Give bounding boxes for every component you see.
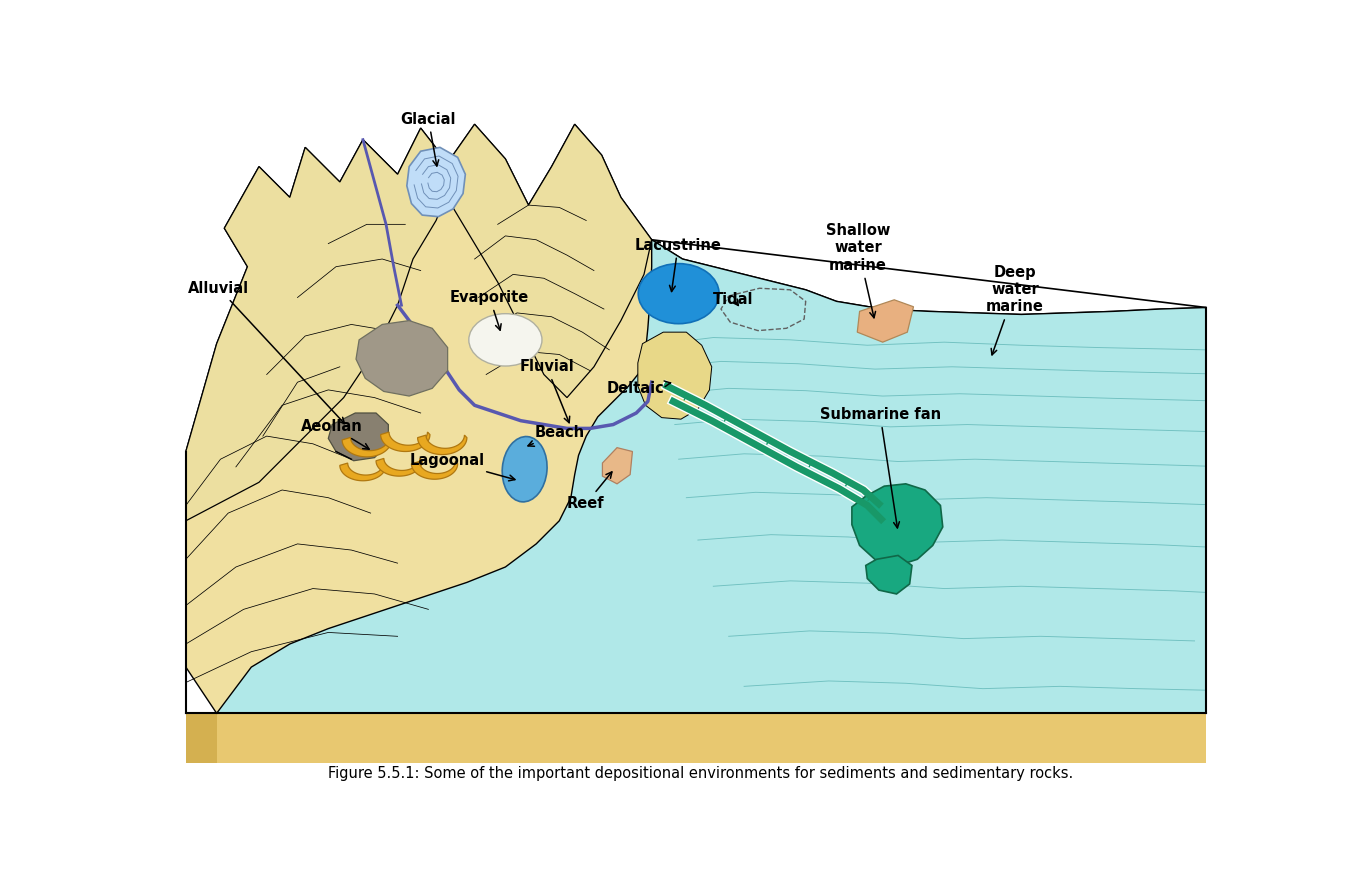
Polygon shape <box>417 435 468 455</box>
Text: Reef: Reef <box>567 472 612 511</box>
Polygon shape <box>852 484 943 565</box>
Polygon shape <box>865 556 912 594</box>
Text: Figure 5.5.1: Some of the important depositional environments for sediments and : Figure 5.5.1: Some of the important depo… <box>328 766 1073 780</box>
Polygon shape <box>407 147 465 217</box>
Polygon shape <box>447 124 652 397</box>
Polygon shape <box>380 432 431 452</box>
Text: Lacustrine: Lacustrine <box>634 238 722 291</box>
Polygon shape <box>186 128 451 521</box>
Text: Beach: Beach <box>528 424 585 446</box>
Polygon shape <box>186 124 1206 713</box>
Polygon shape <box>638 332 712 419</box>
Text: Deep
water
marine: Deep water marine <box>986 264 1044 355</box>
Text: Shallow
water
marine: Shallow water marine <box>826 223 890 318</box>
Polygon shape <box>340 463 385 480</box>
Text: Lagoonal: Lagoonal <box>409 453 515 481</box>
Polygon shape <box>186 713 216 763</box>
Text: Evaporite: Evaporite <box>450 290 529 330</box>
Polygon shape <box>411 461 458 480</box>
Polygon shape <box>328 413 388 461</box>
Polygon shape <box>355 320 447 396</box>
Ellipse shape <box>469 313 541 366</box>
Polygon shape <box>603 448 633 484</box>
Polygon shape <box>216 240 1206 713</box>
Text: Submarine fan: Submarine fan <box>820 407 940 528</box>
Polygon shape <box>216 713 1206 763</box>
Polygon shape <box>342 438 391 457</box>
Text: Fluvial: Fluvial <box>519 360 574 423</box>
Ellipse shape <box>502 437 547 502</box>
Text: Tidal: Tidal <box>714 291 753 306</box>
Text: Deltaic: Deltaic <box>607 381 671 396</box>
Text: Alluvial: Alluvial <box>189 281 344 424</box>
Polygon shape <box>376 458 422 476</box>
Text: Aeolian: Aeolian <box>301 419 369 449</box>
Ellipse shape <box>638 263 719 324</box>
Text: Glacial: Glacial <box>401 111 457 166</box>
Polygon shape <box>857 300 913 342</box>
